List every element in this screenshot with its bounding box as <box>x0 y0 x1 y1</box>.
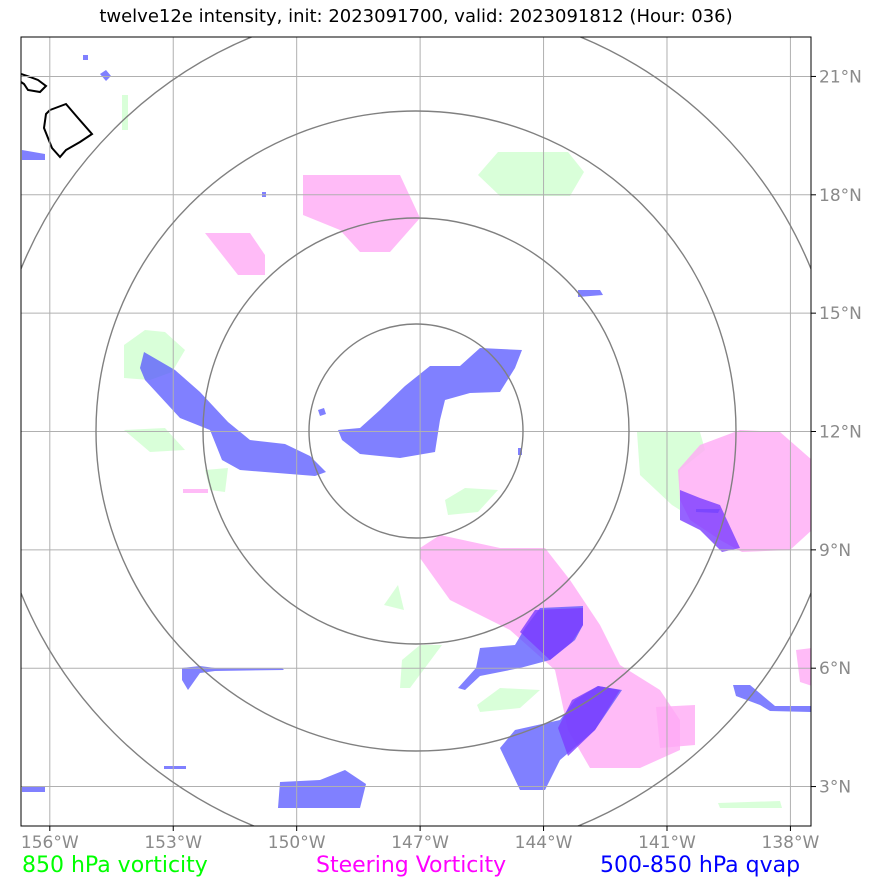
lat-tick-label: 12°N <box>819 423 862 443</box>
coast-maui <box>21 73 48 94</box>
lon-tick-label: 147°W <box>391 833 449 853</box>
steering-patch <box>205 233 265 275</box>
vort850-patch <box>477 688 540 712</box>
legend-steering-vorticity: Steering Vorticity <box>316 853 507 878</box>
steering-patch <box>656 705 695 748</box>
longitude-axis: 156°W 153°W 150°W 147°W 144°W 141°W 138°W <box>21 826 820 853</box>
qvap-patch <box>164 766 186 769</box>
range-rings <box>21 37 811 826</box>
qvap-patch <box>182 666 284 690</box>
lon-tick-label: 138°W <box>762 833 820 853</box>
qvap-patch <box>318 408 326 416</box>
qvap-patch <box>22 150 45 160</box>
steering-patch <box>678 430 811 552</box>
vort850-patch <box>384 585 404 610</box>
vort850-patch <box>445 488 498 515</box>
lon-tick-label: 156°W <box>21 833 79 853</box>
lat-tick-label: 18°N <box>819 186 862 206</box>
qvap-patch <box>733 685 811 712</box>
lat-tick-label: 21°N <box>819 67 862 87</box>
qvap-patch <box>100 70 111 81</box>
overlap-patch <box>520 608 583 660</box>
qvap-patch <box>83 55 88 60</box>
map-title: twelve12e intensity, init: 2023091700, v… <box>99 6 733 27</box>
qvap-patch <box>278 770 366 808</box>
vort850-patch <box>400 645 442 688</box>
coastline <box>21 73 94 159</box>
vort850-patch <box>637 432 705 510</box>
latitude-axis: 3°N 6°N 9°N 12°N 15°N 18°N 21°N <box>811 67 862 798</box>
legend-850-vorticity: 850 hPa vorticity <box>22 853 208 878</box>
vort850-patch <box>124 428 185 452</box>
range-ring <box>308 323 524 539</box>
lat-tick-label: 9°N <box>819 541 851 561</box>
graticule <box>21 37 811 826</box>
range-ring <box>202 217 630 645</box>
lat-tick-label: 3°N <box>819 778 851 798</box>
steering-patch <box>796 648 811 686</box>
qvap-patch <box>578 290 603 297</box>
qvap-steering-overlap <box>520 490 740 756</box>
legend-qvap: 500-850 hPa qvap <box>600 853 801 878</box>
lat-tick-label: 6°N <box>819 659 851 679</box>
vort850-patch <box>122 95 128 130</box>
qvap-patch <box>338 348 522 458</box>
lon-tick-label: 150°W <box>268 833 326 853</box>
qvap-patch <box>22 786 45 792</box>
steering-patch <box>183 489 208 493</box>
lon-tick-label: 153°W <box>144 833 202 853</box>
qvap-patch <box>140 352 326 476</box>
lon-tick-label: 141°W <box>638 833 696 853</box>
range-ring <box>95 110 737 752</box>
vort850-patch <box>478 152 584 196</box>
lat-tick-label: 15°N <box>819 304 862 324</box>
steering-patch <box>303 175 420 252</box>
vort850-layer <box>122 95 782 808</box>
lon-tick-label: 144°W <box>515 833 573 853</box>
overlap-patch <box>680 490 740 552</box>
coast-hawaii-island <box>42 102 94 159</box>
vort850-patch <box>718 801 782 808</box>
overlap-patch <box>558 686 620 756</box>
